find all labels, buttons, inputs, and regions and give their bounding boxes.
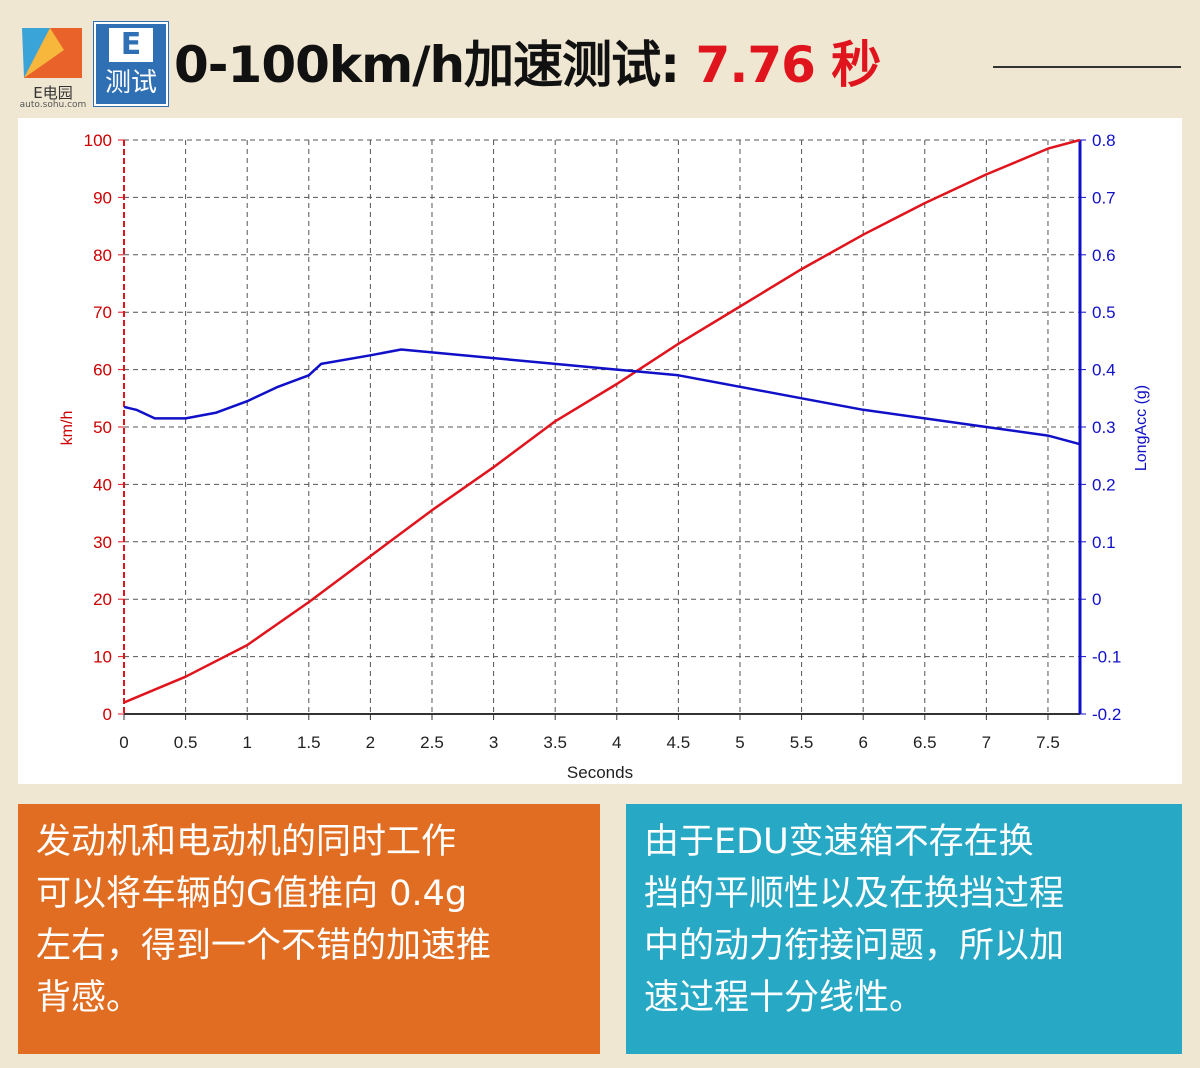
x-tick-label: 5.5 bbox=[790, 733, 814, 752]
x-tick-label: 4.5 bbox=[667, 733, 691, 752]
y-left-tick-label: 0 bbox=[103, 705, 112, 724]
y-right-tick-label: 0.3 bbox=[1092, 418, 1116, 437]
x-tick-label: 5 bbox=[735, 733, 744, 752]
right-caption: 由于EDU变速箱不存在换 挡的平顺性以及在换挡过程 中的动力衔接问题，所以加 速… bbox=[626, 804, 1182, 1054]
test-badge: E 测试 bbox=[94, 22, 168, 106]
y-left-tick-label: 100 bbox=[84, 131, 112, 150]
brand-name: E电园 bbox=[33, 84, 73, 102]
title-prefix: 0-100km/h加速测试: bbox=[174, 36, 696, 94]
x-tick-label: 7.5 bbox=[1036, 733, 1060, 752]
y-right-tick-label: 0.2 bbox=[1092, 475, 1116, 494]
right-caption-line: 速过程十分线性。 bbox=[644, 978, 925, 1018]
y-right-tick-label: 0.7 bbox=[1092, 188, 1116, 207]
x-axis-label: Seconds bbox=[567, 763, 633, 782]
y-right-tick-label: 0.1 bbox=[1092, 533, 1116, 552]
page-title: 0-100km/h加速测试: 7.76 秒 bbox=[174, 30, 882, 100]
y-left-tick-label: 90 bbox=[93, 188, 112, 207]
chart-panel: 0 0.5 1 1.5 2 2.5 3 3.5 4 4.5 5 5.5 6 6.5 7 7.5 0 10 20 30… bbox=[18, 118, 1182, 784]
y-right-tick-label: -0.1 bbox=[1092, 648, 1121, 667]
badge-letter: E bbox=[109, 28, 153, 62]
series-line-acceleration bbox=[123, 348, 1081, 446]
y-left-tick-label: 40 bbox=[93, 475, 112, 494]
x-tick-label: 6 bbox=[858, 733, 867, 752]
y-left-tick-labels: 0 10 20 30 40 50 60 70 80 90 100 bbox=[84, 131, 124, 724]
acceleration-chart: 0 0.5 1 1.5 2 2.5 3 3.5 4 4.5 5 5.5 6 6.5 7 7.5 0 10 20 30… bbox=[59, 131, 1150, 782]
series-lines bbox=[123, 138, 1081, 704]
y-right-tick-labels: -0.2 -0.1 0 0.1 0.2 0.3 0.4 0.5 0.6 0.7 0.8 bbox=[1080, 131, 1121, 724]
x-tick-label: 3.5 bbox=[543, 733, 567, 752]
site-logo: E电园 auto.sohu.com bbox=[16, 20, 90, 110]
y-right-tick-label: 0.5 bbox=[1092, 303, 1116, 322]
y-right-tick-label: 0.8 bbox=[1092, 131, 1116, 150]
y-right-tick-label: -0.2 bbox=[1092, 705, 1121, 724]
y-left-tick-label: 70 bbox=[93, 303, 112, 322]
x-tick-label: 1.5 bbox=[297, 733, 321, 752]
right-caption-line: 由于EDU变速箱不存在换 bbox=[644, 822, 1034, 862]
x-tick-label: 0.5 bbox=[174, 733, 198, 752]
x-tick-label: 2.5 bbox=[420, 733, 444, 752]
y-left-tick-label: 20 bbox=[93, 590, 112, 609]
y-right-tick-label: 0.4 bbox=[1092, 361, 1116, 380]
y-left-axis-label: km/h bbox=[59, 411, 76, 446]
left-caption-line: 背感。 bbox=[36, 978, 142, 1018]
y-left-tick-label: 10 bbox=[93, 648, 112, 667]
x-tick-label: 6.5 bbox=[913, 733, 937, 752]
x-tick-label: 4 bbox=[612, 733, 621, 752]
x-tick-label: 7 bbox=[982, 733, 991, 752]
title-value: 7.76 秒 bbox=[695, 36, 882, 94]
y-left-tick-label: 80 bbox=[93, 246, 112, 265]
badge-text: 测试 bbox=[104, 68, 157, 98]
y-right-tick-label: 0 bbox=[1092, 590, 1101, 609]
brand-url: auto.sohu.com bbox=[19, 100, 87, 110]
x-tick-labels: 0 0.5 1 1.5 2 2.5 3 3.5 4 4.5 5 5.5 6 6.5 7 7.5 bbox=[119, 714, 1060, 752]
right-caption-line: 中的动力衔接问题，所以加 bbox=[644, 926, 1065, 966]
y-left-tick-label: 60 bbox=[93, 361, 112, 380]
x-tick-label: 2 bbox=[366, 733, 375, 752]
y-right-axis-label: LongAcc (g) bbox=[1133, 385, 1150, 471]
logo-mark-icon bbox=[22, 28, 82, 78]
left-caption-line: 可以将车辆的G值推向 0.4g bbox=[36, 874, 468, 914]
y-right-tick-label: 0.6 bbox=[1092, 246, 1116, 265]
series-line-speed bbox=[123, 138, 1081, 704]
left-caption-line: 左右，得到一个不错的加速推 bbox=[36, 926, 492, 966]
right-caption-line: 挡的平顺性以及在换挡过程 bbox=[644, 874, 1065, 914]
y-left-tick-label: 30 bbox=[93, 533, 112, 552]
x-tick-label: 1 bbox=[242, 733, 251, 752]
left-caption: 发动机和电动机的同时工作 可以将车辆的G值推向 0.4g 左右，得到一个不错的加… bbox=[18, 804, 600, 1054]
grid-lines bbox=[123, 139, 1080, 715]
y-left-tick-label: 50 bbox=[93, 418, 112, 437]
left-caption-line: 发动机和电动机的同时工作 bbox=[36, 822, 457, 862]
x-tick-label: 3 bbox=[489, 733, 498, 752]
header-divider bbox=[993, 66, 1181, 68]
x-tick-label: 0 bbox=[119, 733, 128, 752]
